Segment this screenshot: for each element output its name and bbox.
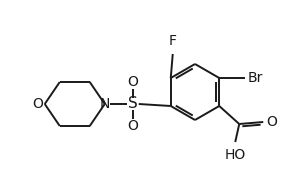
Text: F: F (169, 34, 177, 48)
Text: S: S (128, 97, 138, 112)
Text: O: O (127, 75, 138, 89)
Text: HO: HO (225, 148, 246, 162)
Text: O: O (32, 97, 43, 111)
Text: O: O (127, 119, 138, 133)
Text: O: O (266, 115, 277, 129)
Text: Br: Br (247, 71, 262, 85)
Text: N: N (100, 97, 110, 111)
